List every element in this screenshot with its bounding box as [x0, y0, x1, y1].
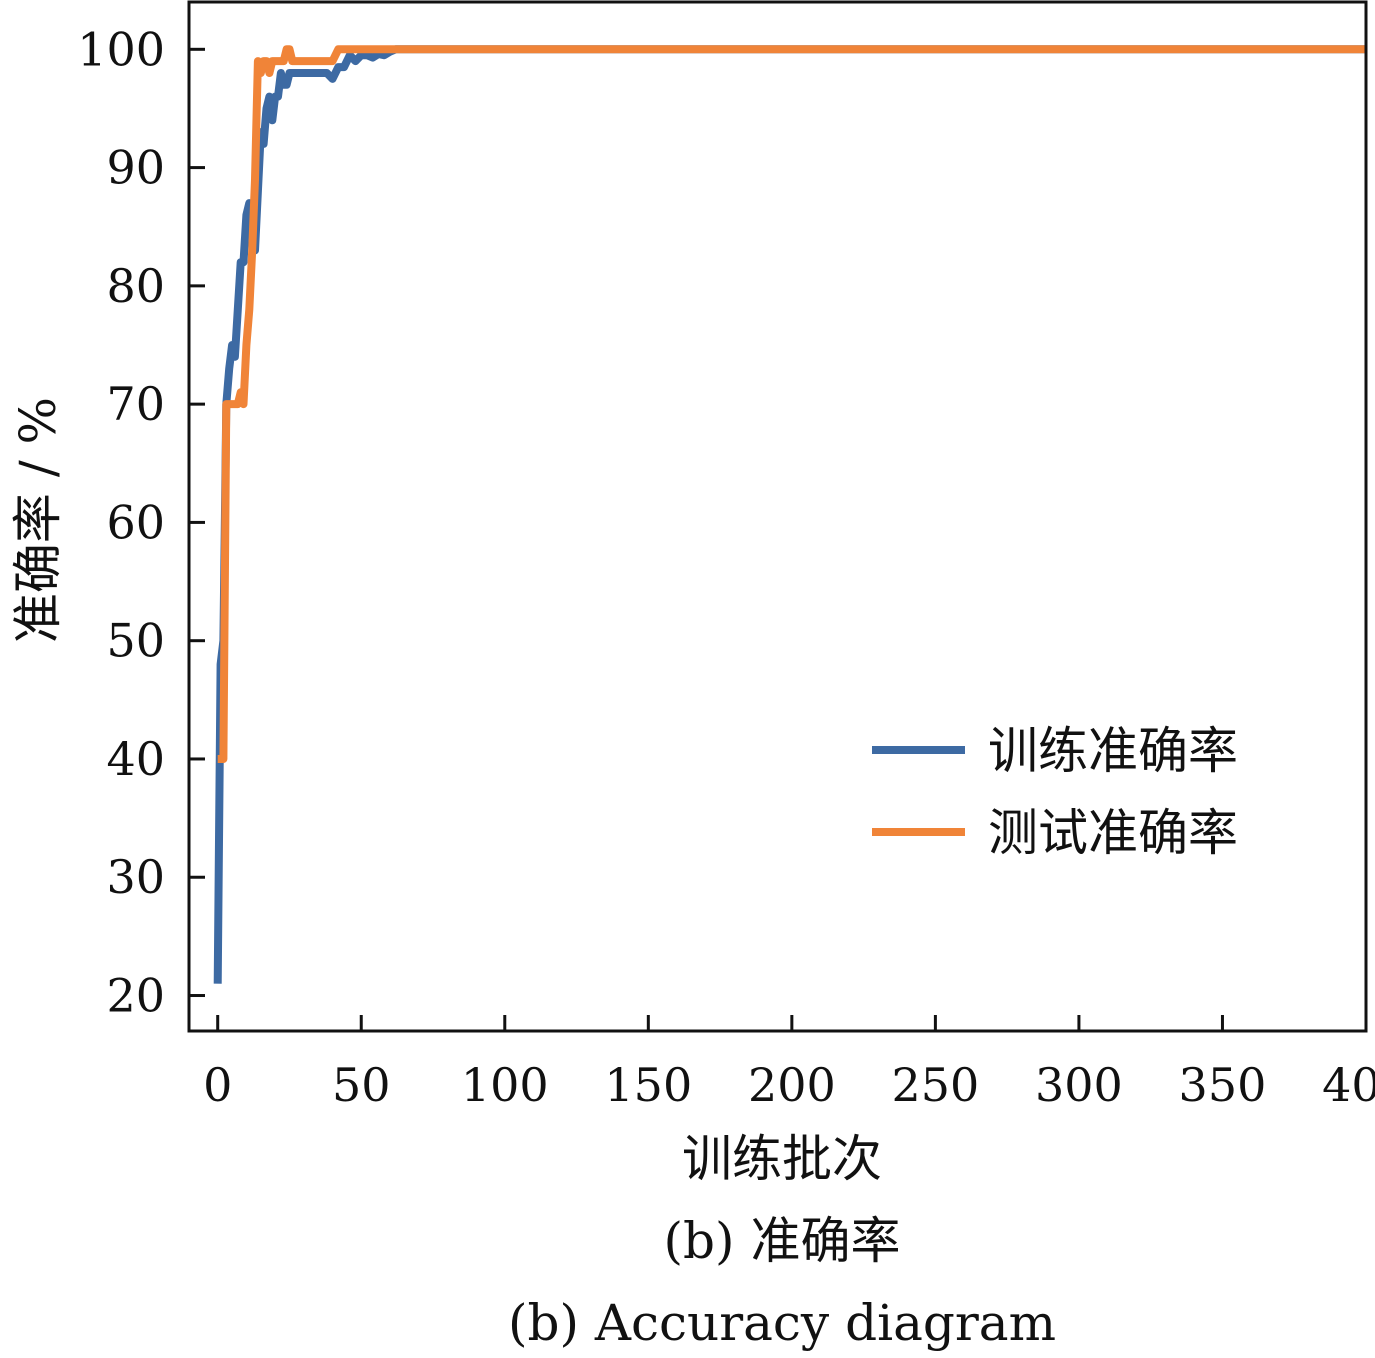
y-tick-label: 60 — [106, 495, 165, 549]
y-tick-label: 80 — [106, 259, 165, 313]
series-layer — [213, 45, 1366, 984]
x-tick-label: 200 — [748, 1058, 836, 1112]
x-tick-label: 350 — [1179, 1058, 1267, 1112]
x-axis-label: 训练批次 — [682, 1130, 882, 1188]
y-tick-label: 30 — [106, 850, 165, 904]
x-tick-label: 0 — [203, 1058, 232, 1112]
x-tick-label: 250 — [891, 1058, 979, 1112]
caption-english: (b) Accuracy diagram — [508, 1294, 1056, 1352]
y-tick-label: 20 — [106, 969, 165, 1023]
y-tick-label: 50 — [106, 614, 165, 668]
legend-label-2: 测试准确率 — [988, 804, 1238, 862]
y-tick-label: 40 — [106, 732, 165, 786]
y-tick-label: 90 — [106, 141, 165, 195]
legend-label-1: 训练准确率 — [988, 722, 1238, 780]
x-tick-label: 400 — [1322, 1058, 1375, 1112]
x-tick-label: 150 — [604, 1058, 692, 1112]
plot-frame — [187, 0, 1368, 1033]
x-tick-label: 50 — [332, 1058, 391, 1112]
y-tick-label: 100 — [77, 22, 165, 76]
series-line-1 — [213, 45, 1366, 984]
x-tick-label: 100 — [461, 1058, 549, 1112]
y-tick-label: 70 — [106, 377, 165, 431]
y-axis-label: 准确率 / % — [9, 397, 67, 643]
ticks-layer: 0 50 100 150 200 250 300 350 400 20 30 40 50 60 70 80 90… — [77, 22, 1375, 1112]
caption-chinese: (b) 准确率 — [664, 1212, 901, 1270]
x-tick-label: 300 — [1035, 1058, 1123, 1112]
series-line-2 — [216, 45, 1366, 763]
